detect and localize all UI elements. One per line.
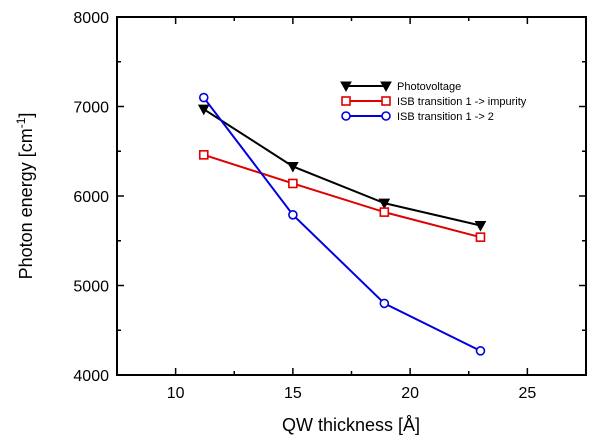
y-axis-label-main: Photon energy [cm — [16, 128, 36, 279]
data-point — [197, 104, 210, 116]
y-axis-label: Photon energy [cm-1] — [14, 113, 36, 280]
data-point — [198, 150, 209, 160]
x-tick-label: 10 — [167, 385, 185, 402]
legend-marker — [381, 96, 391, 106]
data-point — [379, 298, 390, 309]
axis-tick-labels: 10 15 20 25 4000 5000 6000 7000 8000 — [73, 10, 536, 402]
series-line — [203, 108, 481, 227]
y-tick-label: 8000 — [73, 10, 109, 27]
y-tick-label: 7000 — [73, 100, 109, 117]
legend-marker — [341, 96, 351, 106]
series-line — [203, 153, 481, 239]
legend-label: Photovoltage — [397, 81, 461, 93]
data-point — [475, 346, 486, 356]
legend-marker — [341, 111, 351, 121]
legend-label: ISB transition 1 -> 2 — [397, 111, 494, 123]
x-tick-label: 20 — [401, 385, 419, 402]
data-point — [475, 232, 486, 242]
x-tick-label: 15 — [284, 385, 302, 402]
y-axis-label-end: ] — [16, 113, 36, 118]
legend-entry: Photovoltage — [340, 81, 461, 93]
plot-frame — [116, 16, 587, 376]
y-tick-label: 4000 — [73, 368, 109, 385]
data-point — [379, 207, 390, 217]
data-point — [474, 221, 487, 232]
series-3 — [198, 92, 486, 356]
legend-marker — [380, 81, 392, 93]
data-point — [287, 161, 299, 173]
y-tick-label: 5000 — [73, 279, 109, 296]
legend-entry: ISB transition 1 -> impurity — [341, 96, 527, 108]
legend-entry: ISB transition 1 -> 2 — [341, 111, 494, 123]
y-tick-label: 6000 — [73, 189, 109, 206]
data-point — [288, 178, 298, 189]
data-point — [198, 92, 209, 103]
axis-ticks — [116, 16, 587, 376]
legend-label: ISB transition 1 -> impurity — [397, 96, 527, 108]
series-layer — [197, 92, 487, 356]
x-axis-label: QW thickness [Å] — [282, 415, 420, 435]
x-tick-label: 25 — [518, 385, 536, 402]
data-point — [378, 198, 391, 210]
series-2 — [198, 150, 486, 242]
legend-marker — [381, 111, 391, 121]
series-1 — [197, 104, 487, 232]
series-line — [202, 96, 481, 352]
legend: Photovoltage ISB transition 1 -> impurity… — [340, 81, 527, 123]
data-point — [288, 209, 298, 220]
legend-marker — [340, 81, 352, 93]
y-axis-label-sup: -1 — [14, 117, 28, 128]
